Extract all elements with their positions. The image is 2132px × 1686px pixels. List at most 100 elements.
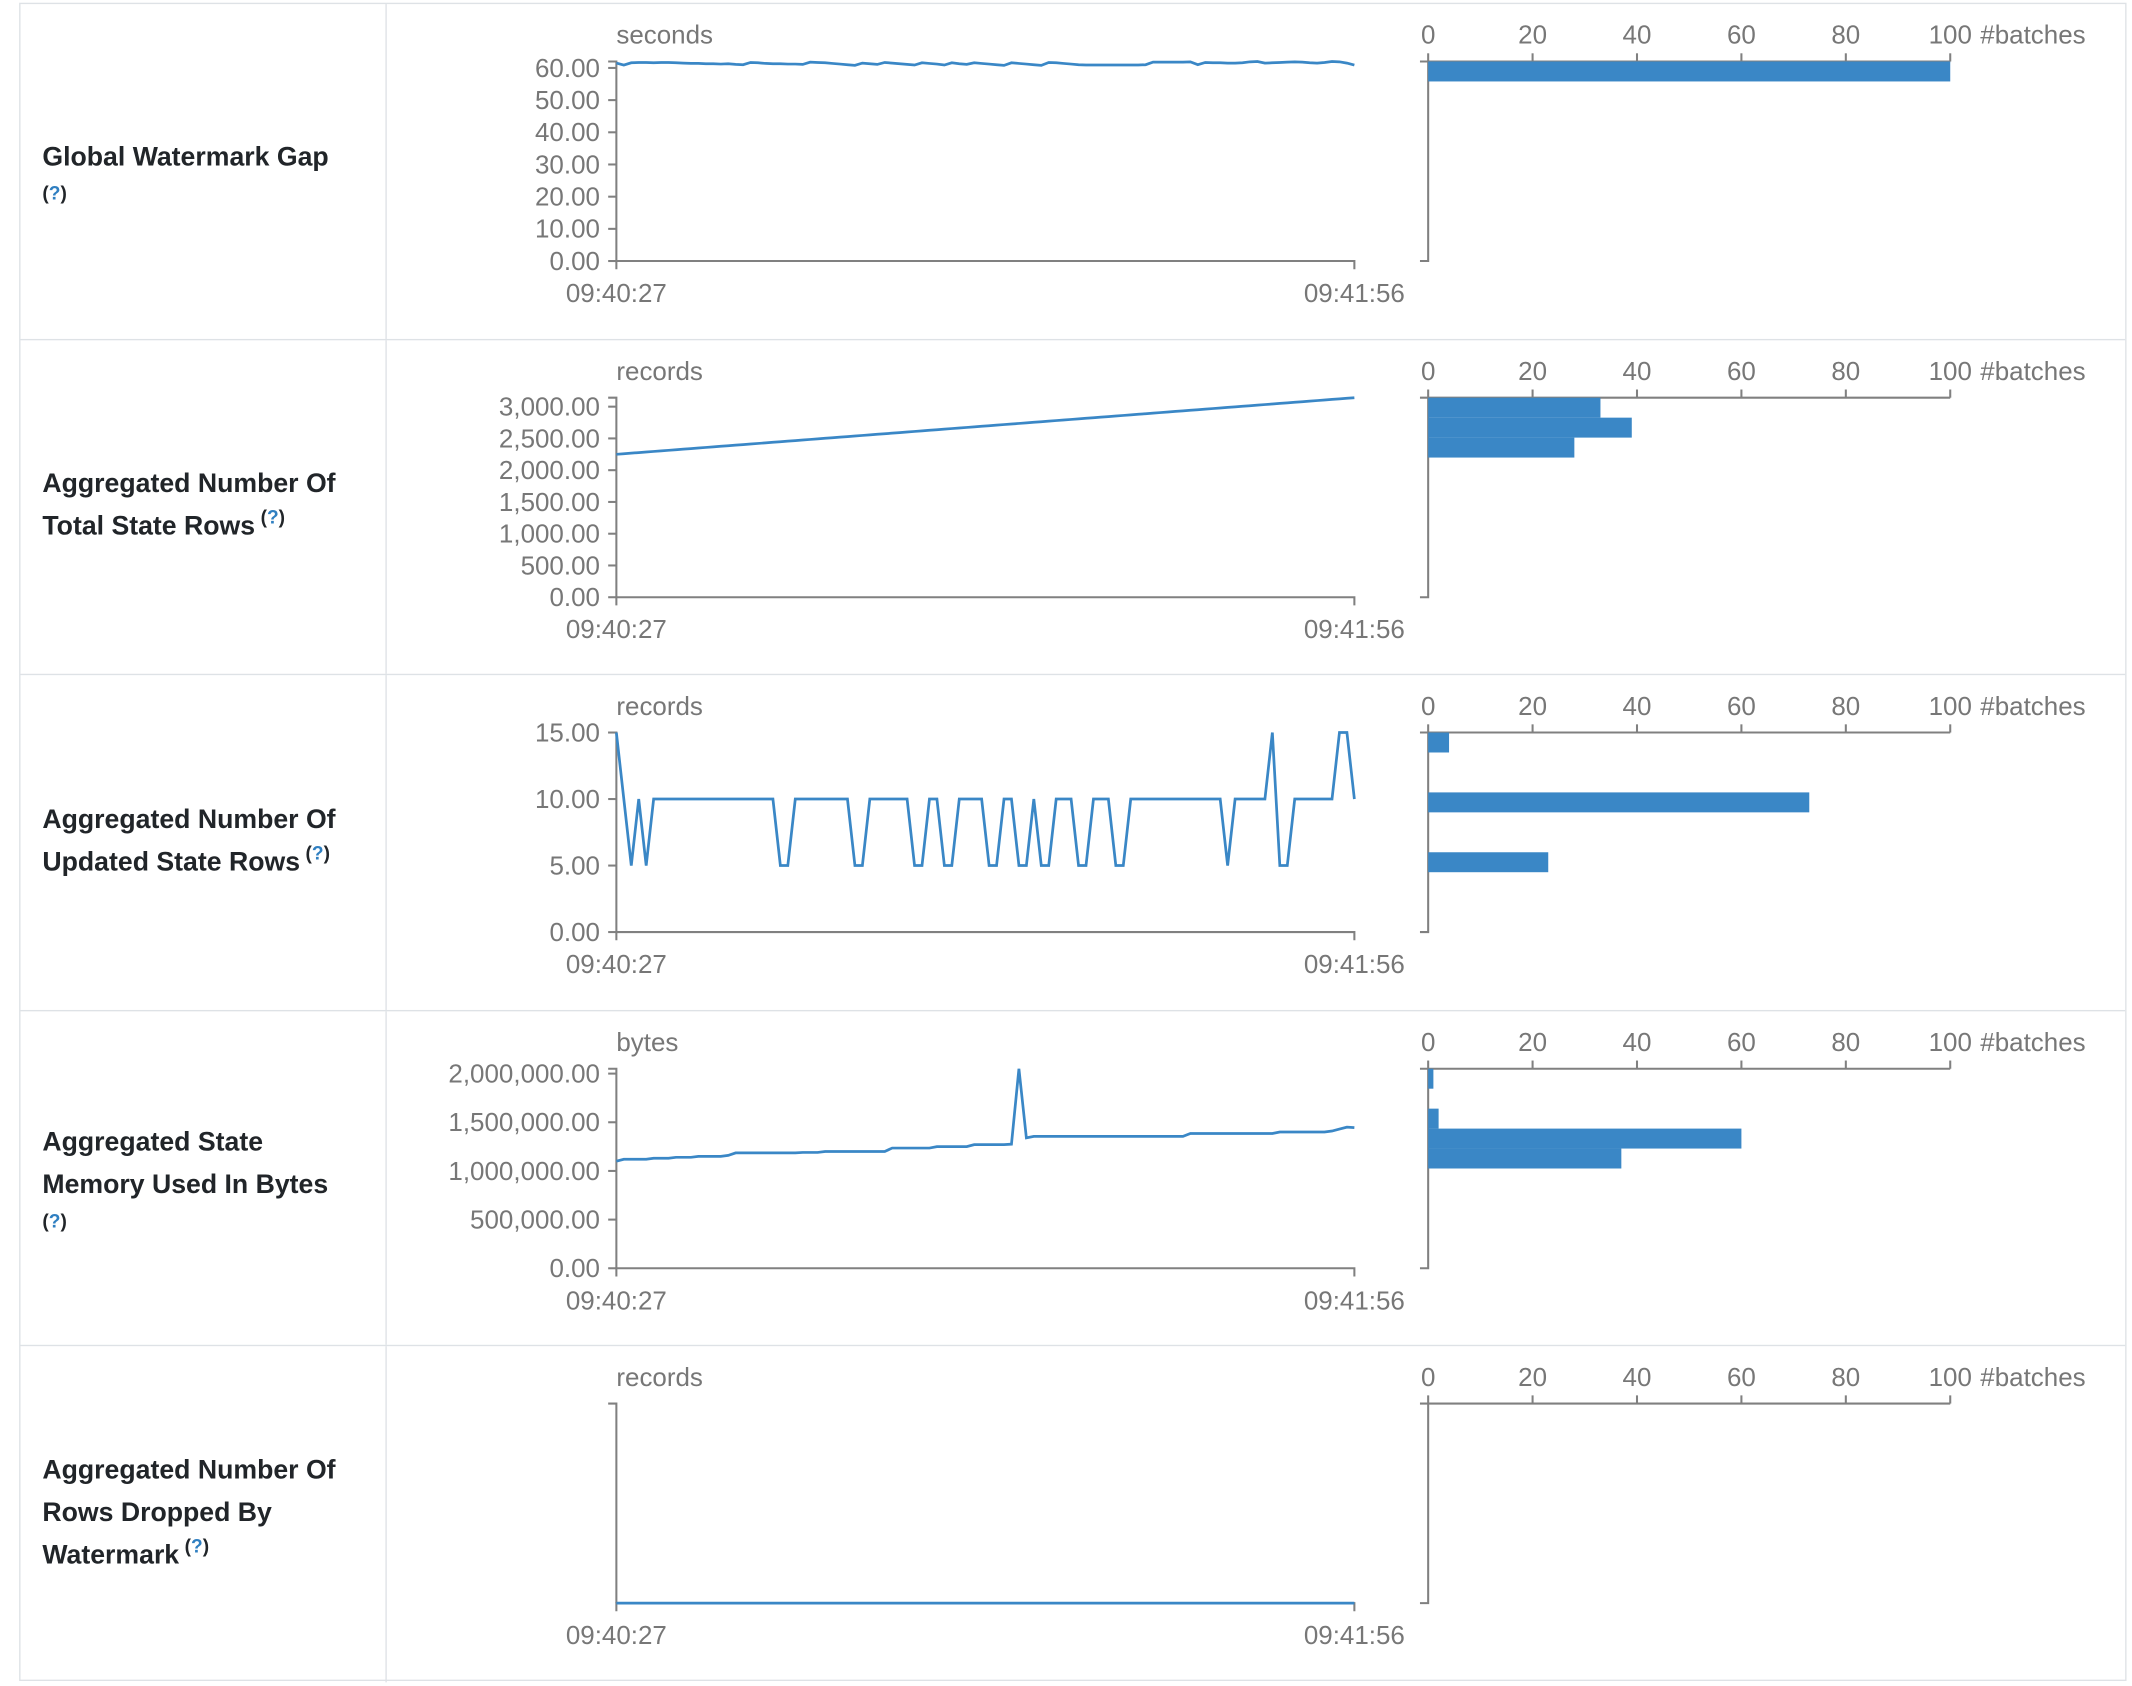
histogram-bar (1428, 1068, 1434, 1089)
metric-label-line: Watermark (42, 1540, 180, 1571)
histogram-x-axis-label: #batches (1980, 20, 2085, 50)
histogram-x-tick-label: 20 (1518, 691, 1547, 721)
metric-label: Aggregated Number Of Updated State Rows(… (42, 799, 335, 885)
histogram-x-tick-label: 60 (1727, 1362, 1756, 1392)
x-axis-line (615, 260, 1356, 270)
histogram-bar (1428, 417, 1632, 438)
histogram-x-tick-label: 100 (1929, 1027, 1972, 1057)
histogram-x-tick-label: 100 (1929, 1362, 1972, 1392)
y-tick-label: 500,000.00 (470, 1204, 600, 1234)
histogram-bar (1428, 852, 1549, 873)
y-axis-unit-label: records (616, 691, 703, 721)
y-tick-label: 0.00 (549, 917, 600, 947)
x-axis-line (615, 1266, 1356, 1277)
histogram-x-tick-label: 60 (1727, 691, 1756, 721)
histogram-x-tick-label: 60 (1727, 20, 1756, 50)
y-tick-label: 30.00 (535, 149, 600, 179)
metric-row-global-watermark-gap: Global Watermark Gap (?) seconds 0.00 10.0… (20, 4, 2126, 340)
histogram-x-axis-label: #batches (1980, 1027, 2085, 1057)
help-tooltip[interactable]: (?) (184, 1535, 210, 1557)
x-axis-line (615, 931, 1356, 941)
metric-label-line: Aggregated Number Of (42, 804, 336, 836)
histogram-x-tick-label: 60 (1727, 1027, 1756, 1057)
histogram-x-tick-label: 20 (1518, 1362, 1547, 1392)
histogram-x-tick-label: 20 (1518, 1027, 1547, 1057)
y-tick-label: 1,000.00 (499, 518, 600, 548)
histogram-bar (1428, 1108, 1439, 1129)
y-tick-label: 60.00 (535, 53, 600, 83)
y-tick-label: 40.00 (535, 117, 600, 147)
help-tooltip[interactable]: (?) (42, 1209, 67, 1232)
histogram-x-tick-label: 20 (1518, 355, 1547, 385)
help-tooltip[interactable]: (?) (305, 841, 330, 864)
histogram-bar (1428, 437, 1575, 458)
y-axis-line (608, 60, 618, 262)
histogram-x-tick-label: 20 (1518, 20, 1547, 50)
x-tick-label-start: 09:40:27 (566, 1285, 667, 1315)
histogram-y-axis-line (1419, 397, 1430, 598)
metric-row-updated-state-rows: Aggregated Number Of Updated State Rows(… (20, 675, 2126, 1012)
y-tick-label: 20.00 (535, 182, 600, 212)
y-tick-label: 50.00 (535, 85, 600, 115)
x-tick-label-end: 09:41:56 (1304, 1285, 1405, 1315)
question-mark-icon[interactable]: ? (266, 506, 279, 529)
histogram-x-tick-label: 0 (1421, 1362, 1435, 1392)
histogram-x-tick-label: 60 (1727, 355, 1756, 385)
histogram-x-tick-label: 0 (1421, 355, 1435, 385)
state-metrics-table: Global Watermark Gap (?) seconds 0.00 10.0… (19, 2, 2127, 1683)
metric-label-line: Total State Rows (42, 511, 256, 542)
histogram-bar (1428, 792, 1810, 813)
histogram-x-tick-label: 40 (1623, 691, 1652, 721)
y-axis-line (608, 1067, 618, 1268)
y-tick-label: 10.00 (535, 784, 600, 814)
histogram-x-tick-label: 40 (1623, 1027, 1652, 1057)
help-tooltip[interactable]: (?) (260, 506, 286, 529)
metric-label-cell: Aggregated Number Of Updated State Rows(… (21, 675, 387, 1010)
question-mark-icon[interactable]: ? (311, 841, 324, 864)
metric-label: Aggregated State Memory Used In Bytes (?… (42, 1122, 328, 1234)
chart-rows-dropped: records 09:40:27 09:41:56 0 20 40 60 80 100 #batc… (566, 1362, 2086, 1651)
histogram-x-tick-label: 100 (1929, 20, 1972, 50)
histogram-y-axis-line (1419, 732, 1430, 934)
y-tick-label: 5.00 (549, 851, 600, 881)
y-axis-unit-label: bytes (616, 1027, 678, 1057)
metric-row-rows-dropped: Aggregated Number Of Rows Dropped By Wat… (21, 1346, 2126, 1683)
y-tick-label: 500.00 (521, 550, 600, 580)
y-axis-line (608, 731, 618, 933)
histogram-y-axis-line (1419, 61, 1430, 263)
question-mark-icon[interactable]: ? (48, 1209, 61, 1232)
y-tick-label: 15.00 (535, 718, 600, 748)
chart-global-watermark-gap: seconds 0.0010.0020.0030.0040.0050.0060.0… (535, 20, 2086, 308)
histogram-bar (1428, 61, 1951, 82)
histogram-x-tick-label: 80 (1831, 691, 1860, 721)
x-tick-label-end: 09:41:56 (1304, 1621, 1405, 1651)
question-mark-icon[interactable]: ? (190, 1535, 203, 1557)
histogram-x-tick-label: 40 (1623, 355, 1652, 385)
histogram-x-tick-label: 0 (1421, 691, 1435, 721)
metric-label-line: Aggregated Number Of (42, 469, 336, 500)
histogram-x-tick-label: 80 (1831, 20, 1860, 50)
histogram-bar (1428, 732, 1450, 753)
question-mark-icon[interactable]: ? (48, 181, 61, 204)
histogram-bar (1428, 397, 1601, 418)
y-tick-label: 0.00 (549, 582, 600, 612)
histogram-bar (1428, 1148, 1622, 1169)
chart-updated-state-rows: records 0.00 5.00 10.00 15.00 09:40:27 09:41:5… (535, 691, 2086, 979)
metric-row-state-memory: Aggregated State Memory Used In Bytes (?… (20, 1011, 2126, 1347)
y-axis-unit-label: seconds (616, 20, 713, 50)
y-tick-label: 2,000.00 (499, 455, 600, 485)
metric-label-line: Rows Dropped By (42, 1498, 272, 1529)
help-tooltip[interactable]: (?) (42, 181, 67, 204)
y-tick-label: 1,500.00 (499, 486, 600, 516)
metric-label-cell: Aggregated Number Of Total State Rows (?) (21, 339, 387, 675)
data-series-line (615, 731, 1356, 868)
y-axis-line (608, 396, 618, 597)
histogram-bar (1428, 1128, 1742, 1149)
chart-state-memory: bytes 0.00 500,000.00 1,000,000.00 1,500,000… (448, 1027, 2085, 1315)
data-series-line (616, 395, 1355, 456)
metric-label-line: Aggregated State (42, 1127, 264, 1158)
histogram-x-tick-label: 40 (1623, 1362, 1652, 1392)
x-tick-label-end: 09:41:56 (1304, 949, 1405, 979)
histogram-x-tick-label: 0 (1421, 20, 1435, 50)
